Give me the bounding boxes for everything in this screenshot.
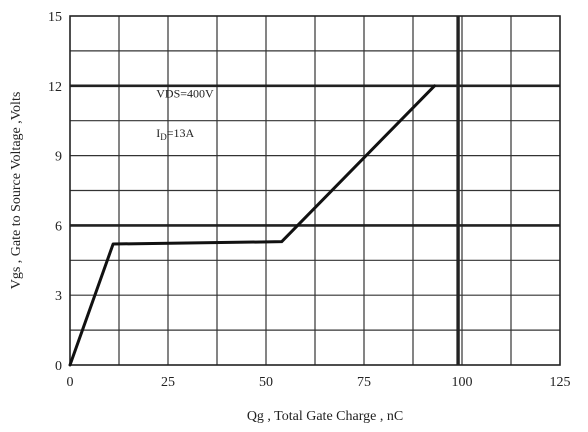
series-group xyxy=(68,84,437,367)
series-line xyxy=(68,84,437,367)
grid xyxy=(70,16,560,365)
x-tick-label: 75 xyxy=(357,375,371,390)
x-axis-label: Qg , Total Gate Charge , nC xyxy=(247,409,403,424)
annotation-id-sub: D xyxy=(160,132,167,142)
x-tick-label: 0 xyxy=(67,375,74,390)
x-tick-label: 100 xyxy=(452,375,473,390)
annotation-id-rest: =13A xyxy=(167,126,195,140)
x-tick-label: 125 xyxy=(550,375,571,390)
y-tick-label: 6 xyxy=(55,219,62,234)
y-tick-label: 12 xyxy=(48,80,62,95)
plot-border xyxy=(69,15,561,366)
y-tick-label: 3 xyxy=(55,289,62,304)
annotation-id-main: I xyxy=(156,126,160,140)
annotation-vds: VDS=400V xyxy=(156,86,214,100)
x-tick-labels: 0 25 50 75 100 125 xyxy=(67,375,571,390)
annotation-id: ID=13A xyxy=(156,126,194,142)
y-tick-labels: 0 3 6 9 12 15 xyxy=(48,10,62,374)
y-tick-label: 9 xyxy=(55,150,62,165)
y-axis-label: Vgs , Gate to Source Voltage ,Volts xyxy=(9,92,24,290)
plot-area-border xyxy=(69,15,561,366)
y-tick-label: 0 xyxy=(55,359,62,374)
y-tick-label: 15 xyxy=(48,10,62,25)
bold-grid-lines xyxy=(70,84,560,227)
x-tick-label: 25 xyxy=(161,375,175,390)
x-tick-label: 50 xyxy=(259,375,273,390)
